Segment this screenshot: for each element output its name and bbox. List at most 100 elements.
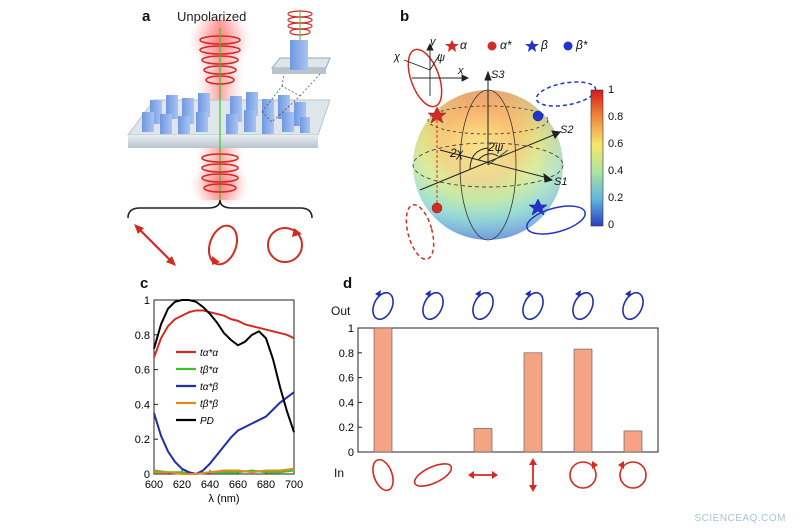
y-tick-label: 0.2 xyxy=(135,434,150,446)
x-tick-label: 640 xyxy=(201,479,219,491)
y-tick-label: 0.4 xyxy=(339,397,354,409)
axis-s2-label: S2 xyxy=(560,124,574,136)
legend-label-1: tβ*α xyxy=(200,365,218,376)
legend-alpha-icon xyxy=(445,40,459,52)
input-ellipse-icon xyxy=(413,463,453,487)
beta-star-ellipse-icon xyxy=(535,81,597,107)
colorbar-tick-02: 0.2 xyxy=(608,192,624,204)
arrow-left-icon xyxy=(468,471,474,479)
x-tick-label: 620 xyxy=(173,479,191,491)
output-arrow-icon xyxy=(375,290,381,297)
nanopillar-array xyxy=(142,92,310,134)
legend-beta-star-icon xyxy=(563,41,573,51)
output-arrow-icon xyxy=(625,290,631,297)
elliptical-polarization-icon xyxy=(207,224,239,266)
angle-2psi-label: 2ψ xyxy=(488,140,504,154)
colorbar-tick-04: 0.4 xyxy=(608,165,624,177)
y-tick-label: 0.6 xyxy=(135,365,150,377)
legend-label-3: tβ*β xyxy=(200,399,218,410)
watermark: SCIENCEAQ.COM xyxy=(694,513,786,524)
input-circle-icon xyxy=(569,461,597,489)
legend-beta-star-label: β* xyxy=(576,38,588,52)
output-arrow-icon xyxy=(425,290,431,297)
legend-label-0: tα*α xyxy=(200,348,218,359)
output-polarization-icon xyxy=(622,291,644,321)
output-polarization-icon xyxy=(522,291,544,321)
bar-5 xyxy=(623,430,643,453)
panel-label-d: d xyxy=(343,275,353,292)
circular-polarization-icon xyxy=(267,227,303,263)
legend-beta-icon xyxy=(525,40,539,52)
colorbar-tick-06: 0.6 xyxy=(608,138,624,150)
x-axis-label: λ (nm) xyxy=(208,493,239,505)
substrate-side xyxy=(128,135,318,148)
axis-s1-label: S1 xyxy=(554,176,568,188)
plot-frame-c xyxy=(153,299,295,475)
arrow-right-icon xyxy=(492,471,498,479)
legend-label-2: tα*β xyxy=(200,382,218,393)
legend-alpha-star-label: α* xyxy=(500,38,512,52)
bar-3 xyxy=(523,352,543,453)
point-beta-icon xyxy=(528,198,548,216)
x-tick-label: 680 xyxy=(257,479,275,491)
y-tick-label: 0.4 xyxy=(135,399,150,411)
output-polarization-icon xyxy=(372,291,394,321)
row-out-label: Out xyxy=(331,304,351,318)
x-tick-label: 660 xyxy=(229,479,247,491)
axis-s3-label: S3 xyxy=(491,69,505,81)
x-tick-label: 600 xyxy=(145,479,163,491)
input-circle-icon xyxy=(619,461,647,489)
circle-arrow-icon xyxy=(618,461,624,469)
circle-arrow-icon xyxy=(592,461,598,469)
arrow-down-icon xyxy=(529,485,537,492)
unit-cell-inset xyxy=(261,10,331,123)
colorbar xyxy=(590,89,604,227)
input-ellipse-icon xyxy=(372,458,394,492)
panel-label-a: a xyxy=(142,8,151,25)
panel-label-c: c xyxy=(140,275,149,292)
stokes-axes xyxy=(419,70,561,191)
angle-inset-axes xyxy=(403,42,470,96)
series-line-4 xyxy=(153,299,295,433)
output-polarization-icon xyxy=(472,291,494,321)
plot-frame-d xyxy=(357,327,659,453)
beta-ellipse-icon xyxy=(526,205,586,235)
series-line-3 xyxy=(154,467,295,475)
colorbar-tick-0: 0 xyxy=(608,219,615,231)
legend-alpha-label: α xyxy=(460,38,467,52)
inset-psi-label: ψ xyxy=(437,52,446,64)
y-tick-label: 0.6 xyxy=(339,373,354,385)
series-line-0 xyxy=(153,309,295,358)
output-polarization-icon xyxy=(572,291,594,321)
colorbar-tick-1: 1 xyxy=(608,84,615,96)
y-tick-label: 0 xyxy=(144,469,150,481)
output-arrow-icon xyxy=(525,290,531,297)
bar-2 xyxy=(473,428,493,453)
legend-alpha-star-icon xyxy=(487,41,497,51)
bar-4 xyxy=(573,348,593,453)
inset-chi-label: χ xyxy=(394,51,401,63)
point-beta-star-icon xyxy=(532,110,544,122)
alpha-ellipse-icon xyxy=(407,48,443,108)
y-tick-label: 1 xyxy=(144,295,150,307)
inset-y-label: y xyxy=(430,36,436,48)
colorbar-tick-08: 0.8 xyxy=(608,111,624,123)
y-tick-label: 0.2 xyxy=(339,422,354,434)
output-polarization-icon xyxy=(422,291,444,321)
unpolarized-label: Unpolarized xyxy=(177,9,247,24)
y-tick-label: 1 xyxy=(348,323,354,335)
arrow-up-icon xyxy=(529,458,537,465)
series-line-1 xyxy=(153,469,295,476)
x-tick-label: 700 xyxy=(285,479,303,491)
legend-beta-label: β xyxy=(541,38,548,52)
row-in-label: In xyxy=(334,466,345,480)
y-tick-label: 0 xyxy=(348,447,354,459)
output-brace xyxy=(127,199,313,219)
inset-x-label: x xyxy=(458,65,464,77)
output-arrow-icon xyxy=(475,290,481,297)
panel-label-b: b xyxy=(400,8,410,25)
